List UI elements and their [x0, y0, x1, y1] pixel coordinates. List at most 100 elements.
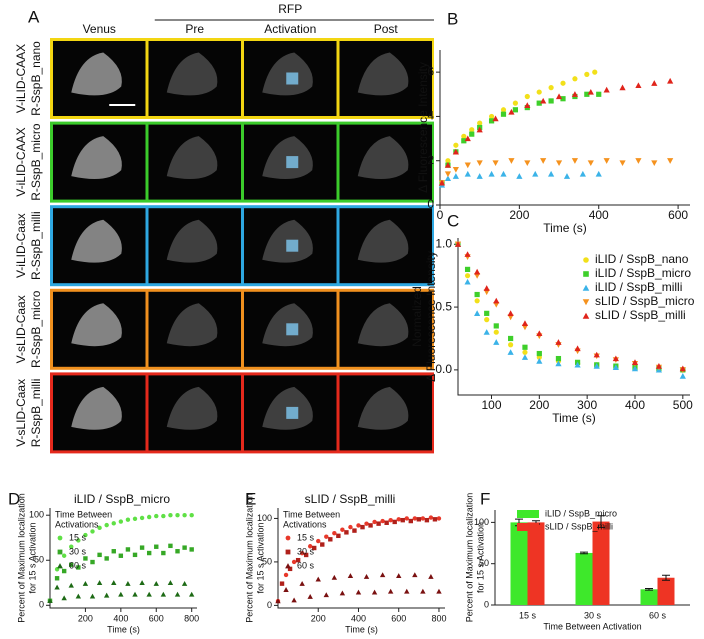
data-point	[667, 77, 674, 84]
legend-label: sLID / SspB_milli	[545, 521, 613, 531]
cell-shape	[71, 52, 122, 96]
data-point	[612, 355, 619, 362]
x-tick-label: 500	[673, 398, 693, 412]
activation-region	[286, 239, 299, 252]
data-point	[356, 523, 361, 528]
x-axis-label: Time Between Activation	[543, 621, 641, 631]
data-point	[312, 545, 317, 551]
data-point	[574, 345, 581, 352]
legend-marker	[582, 299, 590, 306]
data-point	[536, 357, 543, 364]
data-point	[424, 517, 430, 523]
x-tick-label: 600	[149, 613, 164, 623]
data-point	[516, 173, 523, 179]
cell-shape	[357, 136, 409, 180]
data-point	[348, 524, 353, 530]
y-tick-label: 0.5	[435, 299, 452, 313]
data-point	[132, 516, 138, 522]
data-point	[488, 118, 495, 124]
y-tick-label: 100	[474, 517, 489, 527]
data-point	[146, 591, 152, 597]
data-point	[555, 339, 562, 345]
data-point	[655, 363, 663, 369]
data-point	[387, 588, 394, 594]
data-point	[125, 580, 131, 586]
data-point	[444, 171, 452, 178]
data-point	[339, 590, 346, 596]
data-point	[332, 531, 337, 536]
column-header: Activation	[264, 22, 316, 36]
data-point	[315, 576, 321, 582]
error-bar	[645, 587, 653, 591]
data-point	[320, 542, 325, 547]
x-tick-label: 200	[509, 208, 529, 222]
data-point	[295, 557, 301, 563]
data-point	[189, 513, 194, 518]
axis-line	[277, 508, 445, 609]
activation-region	[286, 323, 299, 336]
y-tick-label: 0.0	[435, 362, 452, 376]
data-point	[181, 580, 188, 586]
legend-title: Time Between	[283, 509, 340, 519]
data-point	[555, 93, 563, 100]
y-axis-label: Percent of Maximum localization	[244, 493, 254, 623]
data-point	[324, 534, 329, 539]
legend-label: iLID / SspB_micro	[545, 508, 617, 518]
data-point	[328, 537, 333, 542]
data-point	[603, 158, 610, 164]
data-point	[104, 522, 109, 528]
data-point	[521, 354, 529, 360]
data-point	[372, 519, 377, 525]
cell-shape	[357, 303, 409, 347]
legend-label: 60 s	[69, 560, 87, 570]
y-axis-label: Normalized	[410, 286, 424, 347]
x-tick-label: 800	[431, 613, 446, 623]
row-label: V-iLID-CAAX	[14, 44, 28, 113]
x-tick-label: 800	[184, 613, 199, 623]
data-point	[146, 550, 152, 556]
data-point	[595, 170, 602, 177]
data-point	[146, 514, 152, 520]
row-label: R-SspB_micro	[29, 123, 43, 201]
data-point	[279, 581, 285, 586]
data-point	[612, 364, 619, 370]
data-point	[355, 589, 362, 595]
data-point	[307, 593, 313, 599]
legend-label: sLID / SspB_micro	[595, 294, 695, 308]
data-point	[592, 69, 598, 75]
data-point	[291, 597, 297, 603]
data-point	[560, 96, 566, 102]
data-point	[548, 98, 554, 104]
row-label: R-SspB_micro	[29, 290, 43, 368]
data-point	[161, 550, 166, 556]
data-point	[404, 588, 410, 594]
data-point	[299, 580, 305, 586]
cell-shape	[71, 303, 122, 347]
data-point	[477, 120, 483, 126]
data-point	[153, 580, 159, 586]
data-point	[560, 80, 566, 86]
data-point	[118, 519, 124, 524]
data-point	[476, 126, 483, 133]
data-point	[344, 530, 349, 535]
data-point	[83, 532, 88, 538]
x-axis-label: Time (s)	[345, 624, 378, 634]
x-tick-label: 600	[668, 208, 688, 222]
data-point	[161, 513, 166, 519]
data-point	[380, 518, 385, 524]
column-header: Pre	[185, 22, 204, 36]
data-point	[572, 76, 578, 82]
data-point	[392, 519, 397, 525]
data-point	[651, 160, 658, 167]
data-point	[89, 593, 96, 599]
data-point	[474, 268, 481, 275]
cell-shape	[71, 136, 122, 180]
data-point	[524, 93, 530, 100]
group-label: RFP	[278, 2, 302, 16]
data-point	[452, 173, 459, 179]
data-point	[488, 170, 495, 177]
data-point	[384, 520, 389, 525]
data-point	[76, 565, 81, 570]
legend-label: iLID / SspB_micro	[595, 266, 691, 280]
data-point	[464, 135, 471, 142]
